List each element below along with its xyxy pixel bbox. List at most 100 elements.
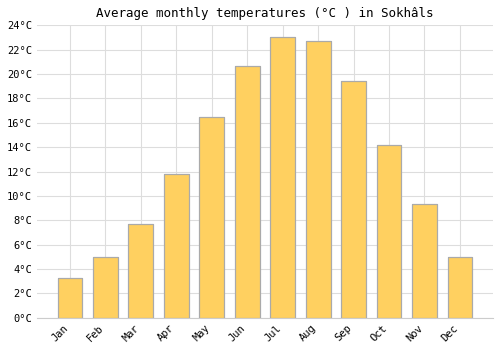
Bar xyxy=(341,81,366,318)
Bar xyxy=(275,37,276,318)
Bar xyxy=(208,117,210,318)
Bar xyxy=(350,81,351,318)
Bar xyxy=(428,204,430,318)
Bar xyxy=(328,41,330,318)
Bar xyxy=(322,41,323,318)
Bar xyxy=(270,37,295,318)
Bar xyxy=(278,37,279,318)
Bar xyxy=(236,65,238,318)
Bar xyxy=(235,65,260,318)
Bar xyxy=(176,174,178,318)
Bar xyxy=(138,224,140,318)
Bar xyxy=(306,41,330,318)
Bar xyxy=(364,81,366,318)
Bar xyxy=(93,257,94,318)
Bar xyxy=(436,204,437,318)
Bar xyxy=(140,224,141,318)
Bar xyxy=(284,37,285,318)
Bar xyxy=(344,81,345,318)
Bar xyxy=(174,174,175,318)
Bar xyxy=(81,278,82,318)
Bar xyxy=(398,145,399,318)
Bar xyxy=(424,204,426,318)
Bar xyxy=(362,81,364,318)
Bar xyxy=(341,81,366,318)
Bar xyxy=(247,65,248,318)
Bar xyxy=(462,257,464,318)
Bar xyxy=(108,257,109,318)
Bar xyxy=(166,174,168,318)
Bar xyxy=(318,41,320,318)
Bar xyxy=(96,257,98,318)
Bar xyxy=(210,117,212,318)
Bar xyxy=(392,145,394,318)
Bar xyxy=(251,65,252,318)
Bar xyxy=(218,117,219,318)
Bar xyxy=(379,145,380,318)
Bar xyxy=(184,174,185,318)
Bar xyxy=(168,174,169,318)
Bar xyxy=(164,174,188,318)
Bar xyxy=(254,65,256,318)
Bar xyxy=(93,257,118,318)
Bar xyxy=(113,257,114,318)
Bar xyxy=(418,204,420,318)
Bar xyxy=(454,257,455,318)
Bar xyxy=(327,41,328,318)
Bar xyxy=(448,257,472,318)
Bar xyxy=(399,145,400,318)
Bar xyxy=(326,41,327,318)
Bar xyxy=(136,224,137,318)
Bar xyxy=(378,145,379,318)
Bar xyxy=(456,257,458,318)
Bar xyxy=(290,37,292,318)
Bar xyxy=(279,37,280,318)
Bar xyxy=(240,65,241,318)
Bar xyxy=(458,257,460,318)
Bar xyxy=(452,257,454,318)
Bar xyxy=(170,174,172,318)
Bar xyxy=(169,174,170,318)
Bar xyxy=(323,41,324,318)
Bar xyxy=(180,174,182,318)
Bar xyxy=(65,278,66,318)
Bar xyxy=(414,204,416,318)
Bar xyxy=(94,257,96,318)
Bar xyxy=(471,257,472,318)
Bar xyxy=(289,37,290,318)
Bar xyxy=(354,81,355,318)
Bar xyxy=(244,65,246,318)
Bar xyxy=(238,65,240,318)
Bar xyxy=(416,204,417,318)
Bar xyxy=(110,257,112,318)
Bar xyxy=(186,174,188,318)
Bar xyxy=(306,41,330,318)
Bar xyxy=(276,37,278,318)
Bar xyxy=(200,117,224,318)
Bar xyxy=(464,257,465,318)
Bar xyxy=(68,278,70,318)
Bar xyxy=(185,174,186,318)
Bar xyxy=(165,174,166,318)
Bar xyxy=(74,278,75,318)
Bar xyxy=(142,224,144,318)
Bar xyxy=(376,145,402,318)
Bar xyxy=(137,224,138,318)
Bar xyxy=(412,204,437,318)
Bar xyxy=(222,117,223,318)
Bar xyxy=(152,224,154,318)
Bar xyxy=(203,117,204,318)
Bar xyxy=(288,37,289,318)
Bar xyxy=(470,257,471,318)
Bar xyxy=(144,224,146,318)
Bar xyxy=(114,257,116,318)
Bar xyxy=(248,65,250,318)
Bar xyxy=(450,257,451,318)
Bar xyxy=(345,81,346,318)
Bar xyxy=(175,174,176,318)
Bar xyxy=(448,257,472,318)
Bar xyxy=(317,41,318,318)
Bar xyxy=(434,204,436,318)
Bar xyxy=(98,257,99,318)
Bar xyxy=(312,41,313,318)
